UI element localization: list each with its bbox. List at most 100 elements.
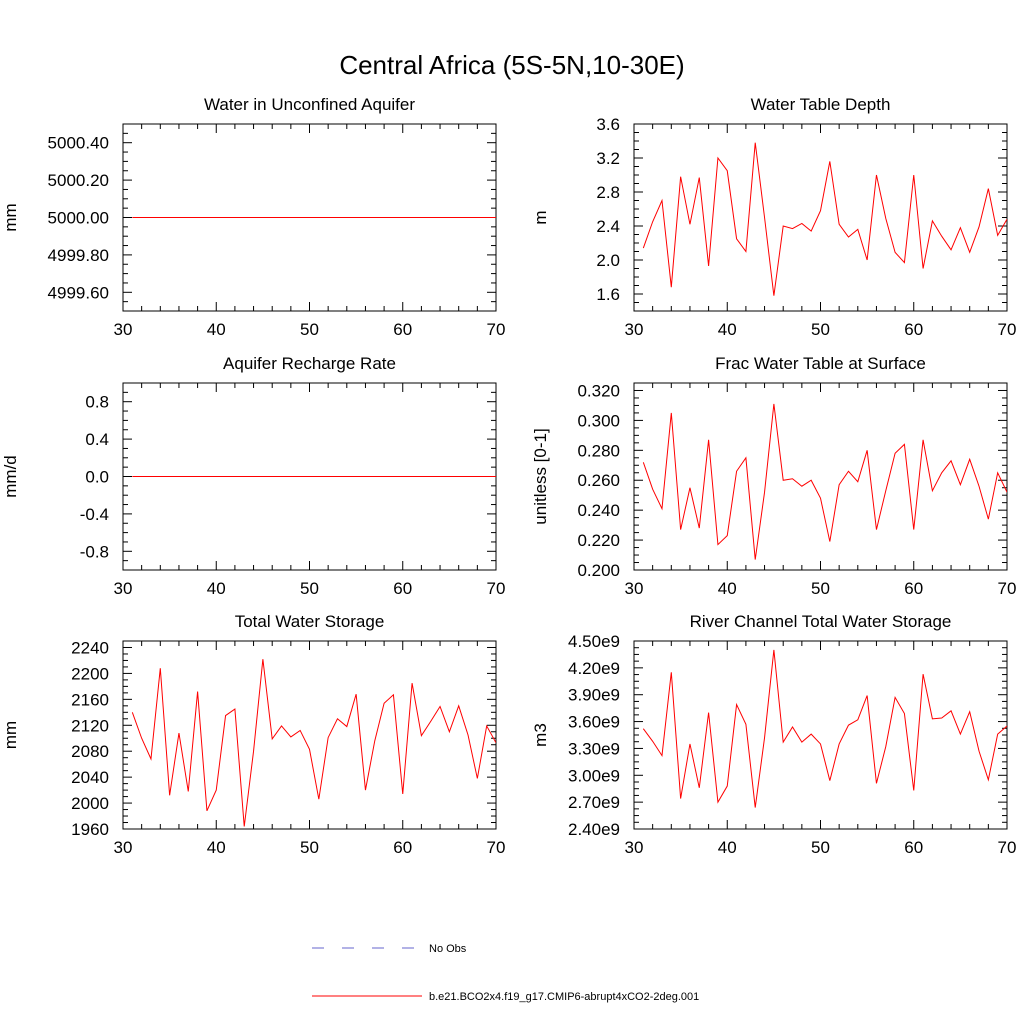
y-tick-label: 3.6	[596, 115, 620, 134]
chart-title: Aquifer Recharge Rate	[223, 354, 396, 373]
y-tick-label: 0.4	[85, 430, 109, 449]
y-tick-label: 0.200	[577, 561, 620, 580]
panels: Water in Unconfined Aquifer mm 30 40 50 60 70 4…	[1, 95, 1016, 857]
y-axis-label: unitless [0-1]	[531, 428, 550, 524]
chart-title: Total Water Storage	[235, 612, 385, 631]
y-axis-label: m3	[531, 723, 550, 747]
x-tick-label: 30	[114, 838, 133, 857]
y-axis-label: mm	[1, 203, 20, 231]
y-tick-label: 3.90e9	[568, 686, 620, 705]
y-tick-label: 3.30e9	[568, 739, 620, 758]
y-tick-label: 2.40e9	[568, 820, 620, 839]
x-tick-label: 30	[625, 320, 644, 339]
y-tick-label: 0.280	[577, 441, 620, 460]
legend-model-label: b.e21.BCO2x4.f19_g17.CMIP6-abrupt4xCO2-2…	[429, 991, 699, 1003]
x-tick-label: 30	[114, 320, 133, 339]
x-tick-label: 70	[487, 838, 506, 857]
y-tick-label: -0.8	[80, 542, 109, 561]
x-tick-label: 40	[207, 579, 226, 598]
x-tick-label: 40	[718, 579, 737, 598]
x-tick-label: 40	[207, 838, 226, 857]
series-line-1	[131, 659, 496, 827]
x-tick-label: 30	[114, 579, 133, 598]
x-tick-label: 50	[811, 320, 830, 339]
y-tick-label: 2200	[71, 664, 109, 683]
chart-panel-5: Total Water Storage mm 30 40 50 60 70 1960 2000 2…	[1, 612, 505, 857]
x-tick-label: 30	[625, 579, 644, 598]
series-line-1	[642, 649, 1007, 808]
y-tick-label: 5000.40	[48, 134, 109, 153]
y-tick-label: 0.320	[577, 381, 620, 400]
y-tick-label: 2240	[71, 638, 109, 657]
y-tick-label: 2.8	[596, 183, 620, 202]
y-tick-label: 1960	[71, 820, 109, 839]
x-tick-label: 50	[300, 579, 319, 598]
chart-panel-3: Aquifer Recharge Rate mm/d 30 40 50 60 70 -0.8 -…	[1, 354, 505, 598]
y-tick-label: 0.300	[577, 411, 620, 430]
x-tick-label: 50	[300, 838, 319, 857]
y-tick-label: 4999.80	[48, 246, 109, 265]
y-tick-label: 4999.60	[48, 283, 109, 302]
y-tick-label: 3.2	[596, 149, 620, 168]
x-tick-label: 50	[300, 320, 319, 339]
chart-panel-6: River Channel Total Water Storage m3 30 40 5…	[531, 612, 1016, 857]
x-tick-label: 60	[904, 838, 923, 857]
x-tick-label: 50	[811, 579, 830, 598]
y-tick-label: 0.8	[85, 393, 109, 412]
y-tick-label: 4.50e9	[568, 632, 620, 651]
x-tick-label: 40	[718, 838, 737, 857]
y-axis-label: mm	[1, 721, 20, 749]
series-line-1	[642, 142, 1007, 296]
plot-frame	[633, 640, 1008, 830]
x-tick-label: 40	[207, 320, 226, 339]
x-tick-label: 70	[487, 320, 506, 339]
series-line-1	[642, 403, 1007, 560]
chart-title: Water Table Depth	[751, 95, 891, 114]
y-tick-label: 0.240	[577, 501, 620, 520]
x-tick-label: 70	[998, 579, 1017, 598]
y-tick-label: 3.00e9	[568, 766, 620, 785]
y-tick-label: 2080	[71, 742, 109, 761]
x-tick-label: 60	[393, 320, 412, 339]
x-tick-label: 50	[811, 838, 830, 857]
y-axis-label: mm/d	[1, 455, 20, 498]
y-tick-label: 4.20e9	[568, 659, 620, 678]
y-tick-label: 2.0	[596, 251, 620, 270]
x-tick-label: 60	[904, 320, 923, 339]
figure-title: Central Africa (5S-5N,10-30E)	[339, 50, 684, 80]
plot-frame	[633, 123, 1008, 312]
y-tick-label: 5000.20	[48, 171, 109, 190]
y-tick-label: 2160	[71, 690, 109, 709]
y-tick-label: 2.70e9	[568, 793, 620, 812]
chart-title: River Channel Total Water Storage	[690, 612, 952, 631]
legend-obs-label: No Obs	[429, 943, 467, 955]
x-tick-label: 30	[625, 838, 644, 857]
x-tick-label: 60	[904, 579, 923, 598]
y-tick-label: 1.6	[596, 285, 620, 304]
chart-panel-4: Frac Water Table at Surface unitless [0-1…	[531, 354, 1016, 598]
x-tick-label: 70	[487, 579, 506, 598]
x-tick-label: 70	[998, 838, 1017, 857]
y-tick-label: 0.0	[85, 468, 109, 487]
y-tick-label: 2000	[71, 794, 109, 813]
y-tick-label: 0.260	[577, 471, 620, 490]
x-tick-label: 60	[393, 579, 412, 598]
chart-panel-2: Water Table Depth m 30 40 50 60 70 1.6 2.0 2.4 2.8…	[531, 95, 1016, 339]
y-tick-label: 3.60e9	[568, 713, 620, 732]
legend: No Obs b.e21.BCO2x4.f19_g17.CMIP6-abrupt…	[312, 943, 699, 1003]
plot-frame	[633, 382, 1008, 571]
y-tick-label: 0.220	[577, 531, 620, 550]
chart-title: Water in Unconfined Aquifer	[204, 95, 415, 114]
x-tick-label: 40	[718, 320, 737, 339]
y-tick-label: 2040	[71, 768, 109, 787]
x-tick-label: 70	[998, 320, 1017, 339]
chart-panel-1: Water in Unconfined Aquifer mm 30 40 50 60 70 4…	[1, 95, 505, 339]
chart-title: Frac Water Table at Surface	[715, 354, 926, 373]
y-tick-label: 2.4	[596, 217, 620, 236]
y-tick-label: 2120	[71, 716, 109, 735]
y-tick-label: 5000.00	[48, 209, 109, 228]
y-axis-label: m	[531, 210, 550, 224]
y-tick-label: -0.4	[80, 505, 109, 524]
x-tick-label: 60	[393, 838, 412, 857]
